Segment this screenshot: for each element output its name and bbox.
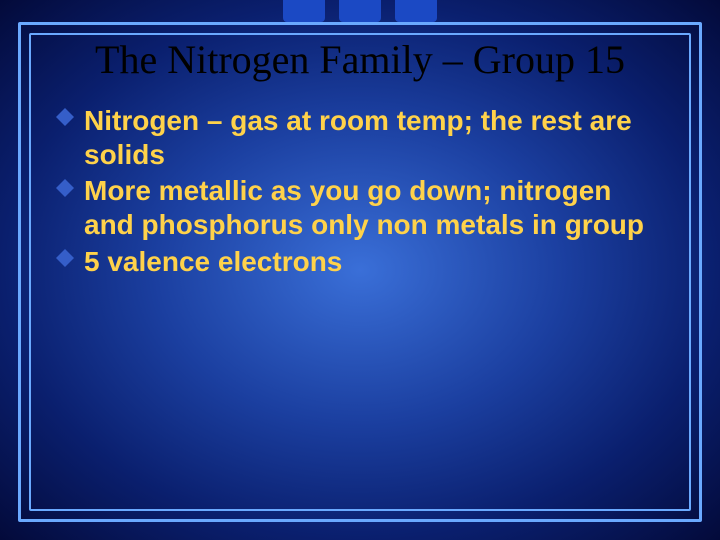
- slide-title: The Nitrogen Family – Group 15: [0, 36, 720, 83]
- tab-decoration: [339, 0, 381, 22]
- top-tabs: [283, 0, 437, 22]
- bullet-item: Nitrogen – gas at room temp; the rest ar…: [56, 104, 664, 172]
- bullet-text: More metallic as you go down; nitrogen a…: [84, 175, 644, 240]
- bullet-item: 5 valence electrons: [56, 245, 664, 279]
- bullet-item: More metallic as you go down; nitrogen a…: [56, 174, 664, 242]
- bullet-text: 5 valence electrons: [84, 246, 342, 277]
- slide: The Nitrogen Family – Group 15 Nitrogen …: [0, 0, 720, 540]
- tab-decoration: [395, 0, 437, 22]
- bullet-text: Nitrogen – gas at room temp; the rest ar…: [84, 105, 632, 170]
- tab-decoration: [283, 0, 325, 22]
- slide-body: Nitrogen – gas at room temp; the rest ar…: [56, 104, 664, 281]
